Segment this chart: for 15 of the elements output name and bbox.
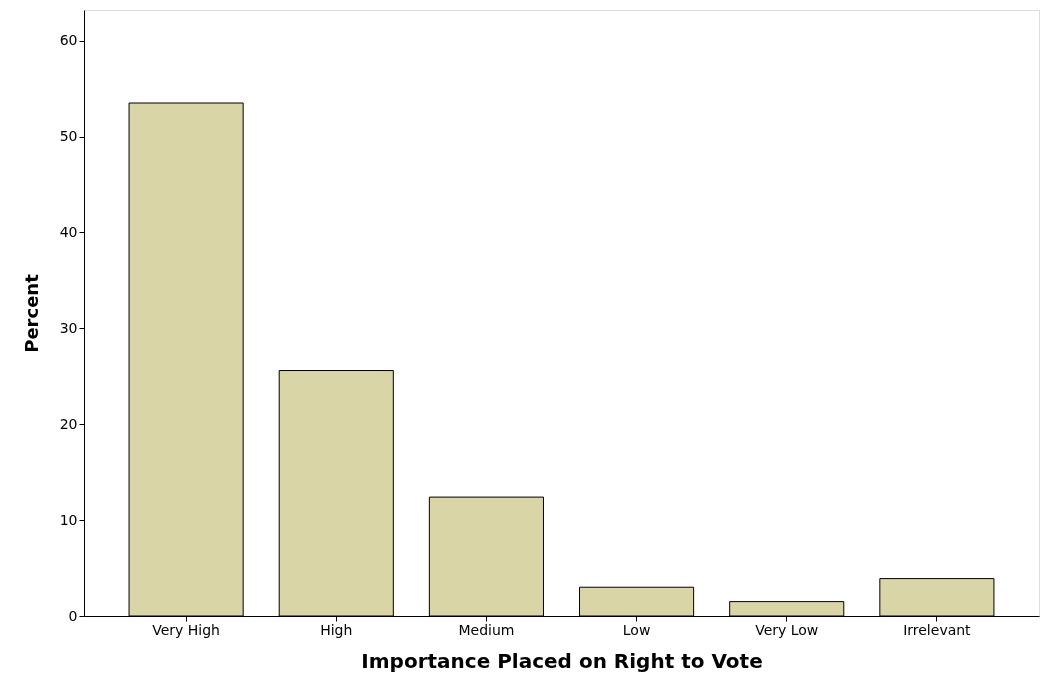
x-axis-title: Importance Placed on Right to Vote bbox=[361, 648, 763, 673]
x-tick-label: High bbox=[320, 621, 353, 638]
y-tick-label: 10 bbox=[59, 511, 78, 528]
x-tick-label: Medium bbox=[458, 621, 515, 638]
y-axis-title: Percent bbox=[20, 273, 42, 353]
x-tick-label: Irrelevant bbox=[903, 621, 972, 638]
x-tick-label: Very High bbox=[152, 621, 220, 638]
y-tick-label: 0 bbox=[68, 607, 78, 624]
y-tick-label: 60 bbox=[59, 32, 78, 49]
y-tick-label: 20 bbox=[59, 415, 78, 432]
x-tick-label: Low bbox=[622, 621, 651, 638]
y-tick-label: 40 bbox=[59, 223, 78, 240]
x-tick-label: Very Low bbox=[755, 621, 819, 638]
y-tick-label: 50 bbox=[59, 128, 78, 145]
y-tick-label: 30 bbox=[59, 319, 78, 336]
